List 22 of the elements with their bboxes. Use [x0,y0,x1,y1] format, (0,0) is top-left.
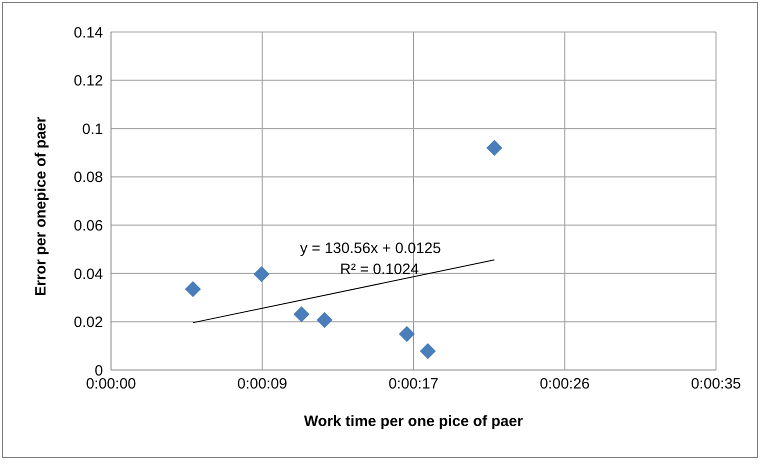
x-tick-label: 0:00:09 [237,376,288,393]
y-tick-label: 0.08 [74,169,103,186]
y-tick-label: 0.04 [74,266,103,283]
point [420,343,436,360]
x-axis-title: Work time per one pice of paer [304,413,524,430]
point [254,266,270,282]
y-tick-label: 0.14 [74,24,103,42]
y-axis-title: Error per onepice of paer [32,116,50,296]
x-tick-label: 0:00:26 [540,376,590,393]
y-tick-label: 0.02 [74,314,103,332]
annotation: R² = 0.1024 [340,261,419,278]
point [486,140,502,156]
point [184,281,201,298]
x-tick-label: 0:00:17 [388,376,439,393]
y-tick-label: 0.06 [74,217,103,234]
point [293,306,310,322]
point [316,312,333,328]
point [398,326,415,342]
y-tick-label: 0.1 [82,120,103,138]
y-tick-label: 0.12 [74,72,103,90]
annotation: y = 130.56x + 0.0125 [300,240,441,257]
x-tick-label: 0:00:35 [690,376,742,393]
